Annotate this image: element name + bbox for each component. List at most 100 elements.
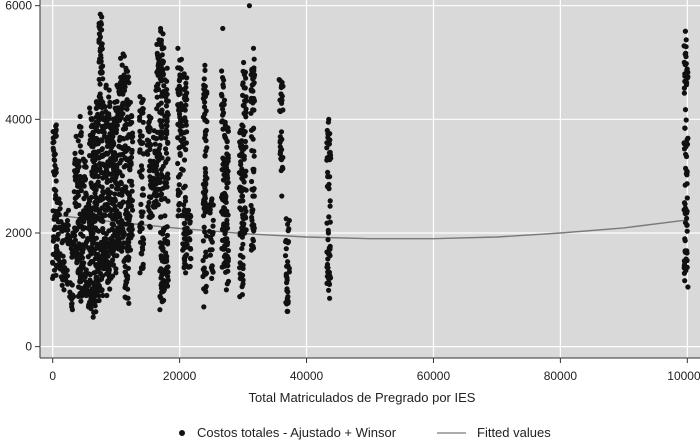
data-point — [224, 144, 230, 150]
data-point — [238, 141, 244, 147]
data-point — [250, 193, 256, 199]
data-point — [96, 31, 102, 37]
fitted-values-line — [52, 214, 688, 240]
data-point — [184, 210, 191, 216]
data-point — [115, 186, 121, 192]
data-point — [202, 93, 208, 100]
data-point — [201, 267, 207, 273]
data-point — [53, 178, 59, 184]
data-point — [683, 82, 690, 88]
data-point — [163, 160, 169, 166]
data-point — [225, 125, 231, 131]
data-point — [251, 74, 257, 80]
data-point — [682, 107, 689, 113]
data-point — [129, 149, 135, 156]
data-point — [96, 297, 102, 304]
data-point — [122, 149, 128, 155]
data-point — [114, 98, 120, 105]
data-point — [137, 128, 143, 134]
data-point — [285, 221, 291, 227]
data-point — [210, 223, 216, 229]
data-point — [90, 130, 96, 136]
data-point — [286, 226, 292, 232]
data-point — [203, 289, 209, 295]
data-point — [326, 141, 332, 147]
data-point — [137, 149, 143, 155]
data-point — [79, 255, 86, 261]
data-point — [127, 228, 134, 234]
data-point — [326, 287, 332, 293]
data-point — [147, 194, 153, 200]
data-point — [78, 298, 84, 304]
data-point — [128, 235, 134, 241]
data-point — [283, 299, 289, 306]
data-point — [286, 269, 292, 275]
data-point — [280, 166, 286, 172]
x-axis-title: Total Matriculados de Pregrado por IES — [249, 390, 476, 405]
data-point — [222, 252, 229, 258]
data-point — [118, 230, 124, 236]
data-point — [224, 180, 230, 186]
data-point — [221, 77, 227, 83]
data-point — [137, 133, 144, 139]
data-point — [682, 28, 689, 34]
data-point — [88, 116, 94, 122]
data-point — [127, 165, 133, 171]
data-point — [137, 222, 143, 228]
data-point — [130, 139, 136, 145]
data-point — [181, 103, 187, 109]
data-point — [327, 253, 333, 259]
data-point — [155, 202, 161, 208]
data-point — [120, 199, 126, 205]
data-point — [163, 250, 169, 256]
data-point — [242, 98, 248, 104]
data-point — [249, 99, 255, 105]
data-point — [183, 94, 189, 100]
data-point — [96, 76, 102, 83]
data-point — [88, 251, 94, 257]
data-point — [249, 214, 255, 220]
data-point — [238, 264, 244, 270]
data-point — [140, 186, 146, 192]
data-point — [224, 139, 230, 145]
data-points — [50, 3, 691, 320]
data-point — [50, 140, 56, 146]
data-point — [129, 207, 136, 213]
data-point — [207, 247, 213, 253]
data-point — [145, 125, 151, 131]
data-point — [95, 179, 101, 185]
data-point — [122, 100, 128, 106]
data-point — [119, 248, 125, 254]
data-point — [180, 74, 186, 80]
data-point — [88, 124, 94, 130]
data-point — [109, 183, 115, 189]
data-point — [224, 261, 230, 267]
data-point — [176, 202, 182, 208]
data-point — [327, 295, 333, 301]
data-point — [176, 107, 182, 113]
data-point — [80, 291, 86, 297]
data-point — [283, 246, 289, 252]
fitted-values-path — [52, 214, 688, 240]
data-point — [181, 130, 187, 136]
data-point — [220, 126, 226, 132]
data-point — [75, 220, 81, 226]
data-point — [202, 67, 208, 73]
data-point — [121, 240, 127, 246]
data-point — [175, 135, 181, 141]
data-point — [140, 241, 147, 247]
data-point — [160, 245, 166, 251]
data-point — [129, 188, 135, 194]
data-point — [118, 203, 124, 210]
data-point — [241, 128, 247, 134]
data-point — [241, 146, 247, 152]
data-point — [285, 294, 291, 300]
data-point — [153, 83, 160, 89]
data-point — [149, 213, 155, 219]
data-point — [181, 265, 187, 271]
data-point — [159, 272, 165, 278]
data-point — [72, 150, 78, 156]
data-point — [79, 249, 86, 255]
data-point — [181, 202, 187, 208]
data-point — [57, 225, 64, 231]
